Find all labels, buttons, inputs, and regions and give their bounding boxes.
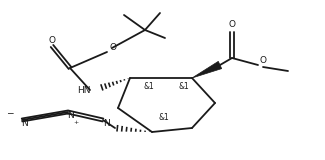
Text: N: N	[103, 119, 110, 128]
Text: O: O	[228, 20, 236, 28]
Text: N: N	[20, 120, 27, 128]
Text: &1: &1	[143, 81, 154, 91]
Text: &1: &1	[178, 81, 189, 91]
Text: −: −	[6, 108, 14, 117]
Text: &1: &1	[158, 113, 169, 123]
Text: +: +	[73, 120, 79, 124]
Text: O: O	[259, 56, 266, 64]
Polygon shape	[192, 61, 222, 78]
Text: HN: HN	[77, 85, 91, 95]
Text: O: O	[48, 36, 56, 44]
Text: O: O	[110, 43, 116, 52]
Text: N: N	[67, 112, 73, 120]
